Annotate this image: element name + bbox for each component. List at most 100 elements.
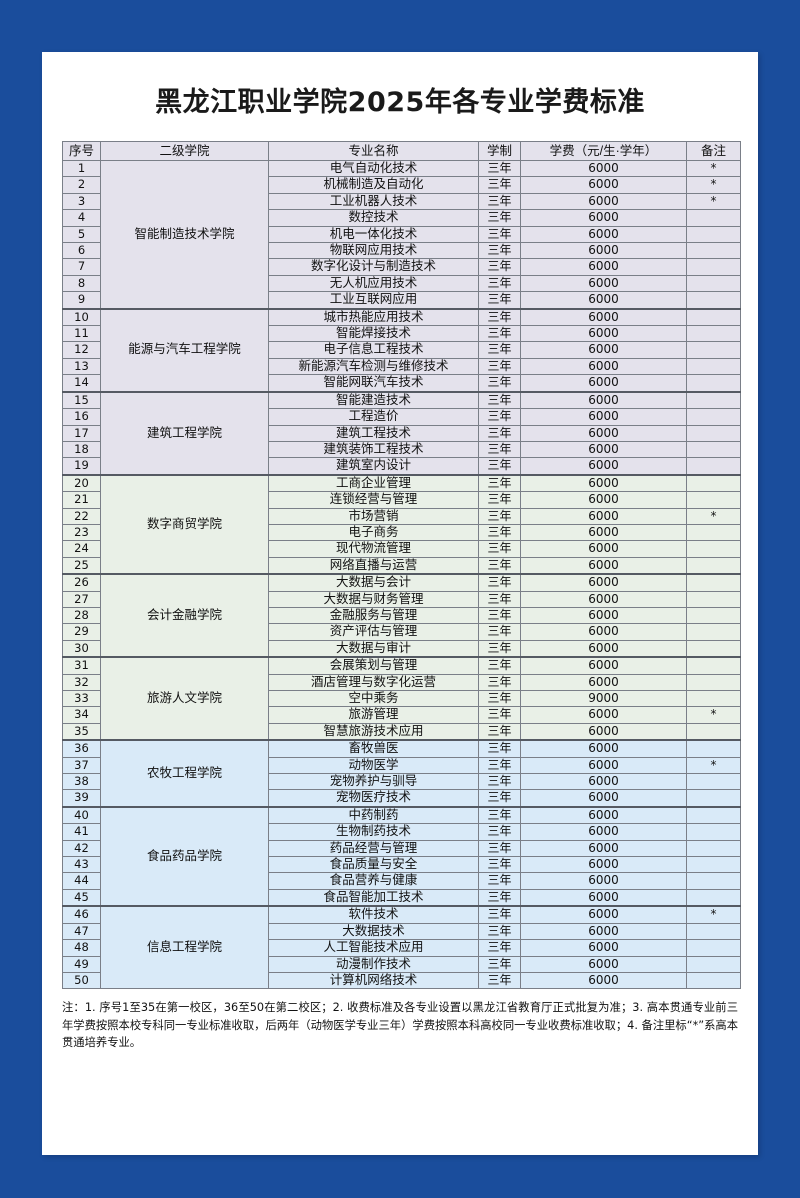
cell-no: 4 — [62, 209, 101, 227]
cell-years: 三年 — [478, 390, 521, 410]
cell-major: 连锁经营与管理 — [268, 491, 479, 509]
cell-years: 三年 — [478, 325, 521, 343]
tuition-table-container: 序号 二级学院 专业名称 学制 学费（元/生·学年） 备注 1 智能制造技术学院电… — [62, 141, 741, 990]
cell-note — [686, 971, 741, 990]
col-header-college: 二级学院 — [100, 141, 269, 161]
cell-major: 中药制药 — [268, 805, 479, 825]
cell-college: 建筑工程学院 — [100, 390, 269, 476]
table-row: 17 建筑工程技术 三年 6000 — [62, 424, 741, 442]
table-body: 1 智能制造技术学院 电气自动化技术 三年 6000 * 2 机械制造及自动化 三年 6000 * 3… — [62, 159, 741, 990]
cell-no: 14 — [62, 374, 101, 393]
cell-no: 38 — [62, 773, 101, 791]
table-row: 27 大数据与财务管理 三年 6000 — [62, 590, 741, 608]
cell-no: 27 — [62, 590, 101, 608]
cell-fee: 6000 — [520, 673, 687, 692]
cell-years: 三年 — [478, 424, 521, 442]
cell-note — [686, 374, 741, 393]
document-card: 黑龙江职业学院2025年各专业学费标准 序号 二级学院 专业名称 学制 学费（元… — [42, 52, 758, 1155]
cell-fee: 6000 — [520, 856, 687, 874]
table-row: 12 电子信息工程技术 三年 6000 — [62, 341, 741, 359]
cell-note — [686, 922, 741, 941]
cell-fee: 6000 — [520, 225, 687, 244]
cell-major: 动漫制作技术 — [268, 955, 479, 973]
cell-years: 三年 — [478, 192, 521, 211]
cell-note — [686, 888, 741, 907]
cell-fee: 6000 — [520, 971, 687, 990]
cell-note — [686, 274, 741, 293]
table-row: 46 信息工程学院 软件技术 三年 6000 * — [62, 905, 741, 990]
cell-fee: 6000 — [520, 408, 687, 426]
cell-no: 3 — [62, 192, 101, 211]
cell-note — [686, 242, 741, 260]
cell-note — [686, 839, 741, 858]
cell-no: 18 — [62, 440, 101, 459]
cell-fee: 6000 — [520, 192, 687, 211]
cell-note — [686, 457, 741, 476]
cell-note — [686, 856, 741, 874]
table-row: 25 网络直播与运营 三年 6000 — [62, 556, 741, 575]
cell-major: 工业机器人技术 — [268, 192, 479, 211]
cell-fee: 6000 — [520, 556, 687, 575]
cell-fee: 9000 — [520, 689, 687, 708]
cell-note — [686, 656, 741, 675]
cell-years: 三年 — [478, 756, 521, 775]
cell-no: 40 — [62, 805, 101, 825]
cell-note — [686, 408, 741, 426]
cell-major: 建筑装饰工程技术 — [268, 440, 479, 459]
table-row: 33 空中乘务 三年 9000 — [62, 689, 741, 708]
cell-no: 20 — [62, 473, 101, 493]
cell-no: 28 — [62, 606, 101, 625]
table-row: 29 资产评估与管理 三年 6000 — [62, 623, 741, 641]
cell-fee: 6000 — [520, 325, 687, 343]
cell-no: 39 — [62, 789, 101, 808]
cell-no: 15 — [62, 390, 101, 410]
cell-note — [686, 258, 741, 276]
col-header-note: 备注 — [686, 141, 741, 161]
cell-note — [686, 540, 741, 558]
table-row: 34 旅游管理 三年 6000 * — [62, 706, 741, 724]
table-row: 40 食品药品学院 中药制药 三年 6000 — [62, 805, 741, 907]
cell-note — [686, 805, 741, 825]
cell-college: 会计金融学院 — [100, 573, 269, 658]
cell-major: 网络直播与运营 — [268, 556, 479, 575]
col-header-major: 专业名称 — [268, 141, 479, 161]
cell-years: 三年 — [478, 722, 521, 741]
cell-years: 三年 — [478, 939, 521, 957]
cell-college: 智能制造技术学院 — [100, 159, 269, 310]
table-header: 序号 二级学院 专业名称 学制 学费（元/生·学年） 备注 — [62, 141, 741, 161]
cell-years: 三年 — [478, 341, 521, 359]
table-row: 6 物联网应用技术 三年 6000 — [62, 242, 741, 260]
table-row: 11 智能焊接技术 三年 6000 — [62, 325, 741, 343]
cell-major: 动物医学 — [268, 756, 479, 775]
cell-note — [686, 556, 741, 575]
cell-years: 三年 — [478, 225, 521, 244]
cell-note — [686, 573, 741, 592]
cell-major: 建筑工程技术 — [268, 424, 479, 442]
cell-no: 34 — [62, 706, 101, 724]
table-row: 36 农牧工程学院 畜牧兽医 三年 6000 — [62, 739, 741, 808]
cell-note — [686, 325, 741, 343]
cell-years: 三年 — [478, 457, 521, 476]
table-row: 21 连锁经营与管理 三年 6000 — [62, 491, 741, 509]
cell-major: 智慧旅游技术应用 — [268, 722, 479, 741]
cell-no: 43 — [62, 856, 101, 874]
cell-major: 食品质量与安全 — [268, 856, 479, 874]
cell-years: 三年 — [478, 291, 521, 310]
cell-major: 数控技术 — [268, 209, 479, 227]
table-row: 5 机电一体化技术 三年 6000 — [62, 225, 741, 244]
page-title: 黑龙江职业学院2025年各专业学费标准 — [155, 87, 645, 118]
cell-fee: 6000 — [520, 274, 687, 293]
cell-fee: 6000 — [520, 176, 687, 194]
cell-years: 三年 — [478, 274, 521, 293]
cell-fee: 6000 — [520, 606, 687, 625]
table-row: 13 新能源汽车检测与维修技术 三年 6000 — [62, 357, 741, 376]
table-row: 1 智能制造技术学院 电气自动化技术 三年 6000 * — [62, 159, 741, 310]
cell-major: 大数据与审计 — [268, 639, 479, 658]
col-header-no: 序号 — [62, 141, 101, 161]
cell-years: 三年 — [478, 739, 521, 758]
cell-no: 6 — [62, 242, 101, 260]
cell-years: 三年 — [478, 689, 521, 708]
table-row: 24 现代物流管理 三年 6000 — [62, 540, 741, 558]
cell-no: 44 — [62, 872, 101, 890]
cell-major: 机械制造及自动化 — [268, 176, 479, 194]
